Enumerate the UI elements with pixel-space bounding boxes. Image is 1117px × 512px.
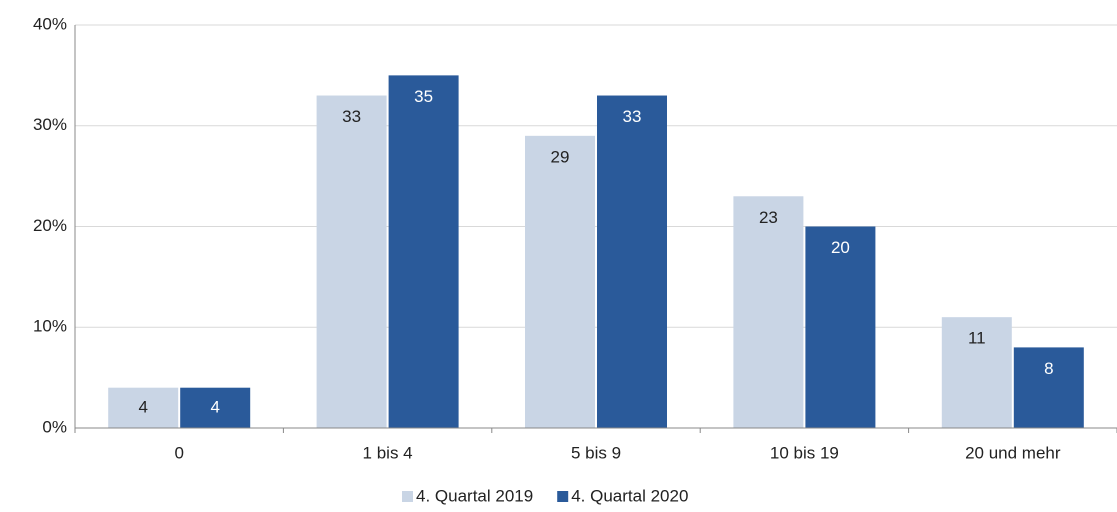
bar <box>805 226 876 428</box>
legend-swatch <box>557 491 569 502</box>
bar <box>597 95 667 429</box>
value-label: 23 <box>759 208 778 227</box>
x-tick-label: 1 bis 4 <box>363 443 413 462</box>
value-label: 11 <box>968 329 986 348</box>
bar <box>316 95 387 429</box>
value-label: 29 <box>551 147 570 166</box>
bar <box>180 387 251 428</box>
bar <box>388 75 459 428</box>
value-label: 35 <box>414 87 433 106</box>
bar <box>1013 347 1084 428</box>
y-tick-label: 10% <box>33 317 67 336</box>
x-tick-label: 0 <box>174 443 183 462</box>
value-label: 8 <box>1044 359 1053 378</box>
legend-label: 4. Quartal 2020 <box>571 486 688 505</box>
y-tick-label: 40% <box>33 14 67 33</box>
bar <box>525 135 595 428</box>
value-label: 4 <box>210 397 219 416</box>
x-tick-label: 5 bis 9 <box>571 443 621 462</box>
value-label: 33 <box>623 107 642 126</box>
value-label: 20 <box>831 238 850 257</box>
bar <box>733 196 804 428</box>
value-label: 4 <box>138 397 147 416</box>
y-tick-label: 0% <box>42 417 67 436</box>
legend-label: 4. Quartal 2019 <box>416 486 533 505</box>
x-tick-label: 20 und mehr <box>965 443 1061 462</box>
y-tick-label: 20% <box>33 216 67 235</box>
bar <box>108 387 179 428</box>
legend-swatch <box>402 491 413 502</box>
value-label: 33 <box>342 107 361 126</box>
bar <box>941 317 1012 428</box>
y-tick-label: 30% <box>33 115 67 134</box>
x-tick-label: 10 bis 19 <box>770 443 839 462</box>
